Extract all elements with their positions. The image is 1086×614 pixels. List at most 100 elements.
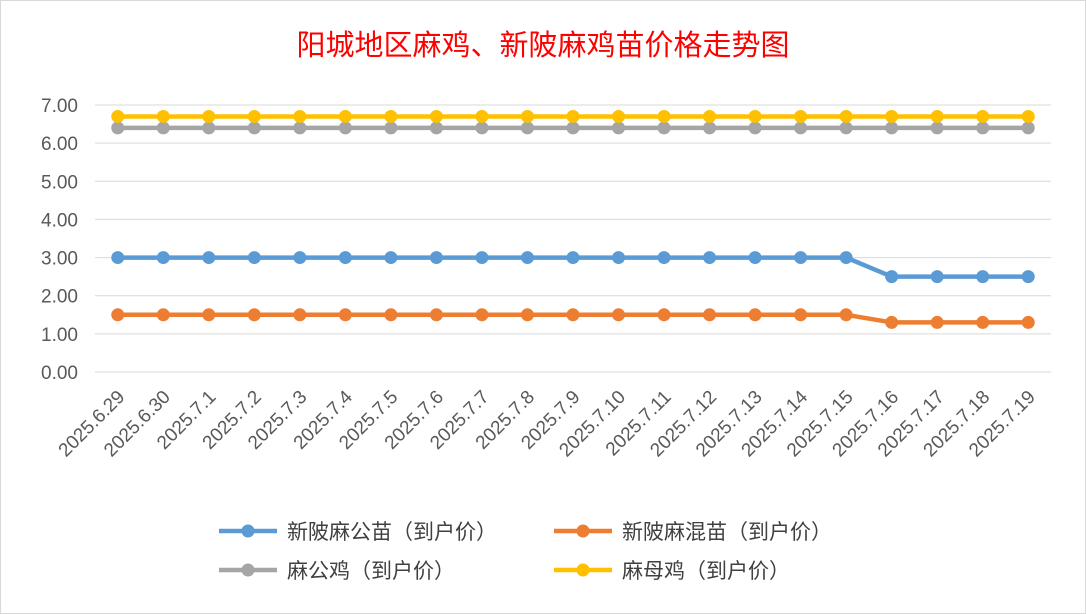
data-point [247, 251, 261, 265]
data-point [930, 109, 944, 123]
data-point [1021, 270, 1035, 284]
data-point [794, 121, 808, 135]
data-point [202, 109, 216, 123]
data-point [612, 121, 626, 135]
data-point [384, 121, 398, 135]
data-point [657, 308, 671, 322]
data-point [885, 315, 899, 329]
data-point [247, 121, 261, 135]
data-point [429, 121, 443, 135]
y-tick-label: 0.00 [41, 363, 78, 384]
data-point [657, 121, 671, 135]
data-point [429, 251, 443, 265]
data-point [612, 109, 626, 123]
data-point [1021, 109, 1035, 123]
data-point [930, 270, 944, 284]
legend-label: 麻公鸡（到户价） [287, 559, 455, 583]
data-point [384, 109, 398, 123]
data-point [839, 121, 853, 135]
data-point [839, 109, 853, 123]
data-point [111, 308, 125, 322]
legend-swatch-marker [241, 524, 255, 538]
data-point [703, 308, 717, 322]
data-point [293, 121, 307, 135]
data-point [475, 308, 489, 322]
data-point [338, 109, 352, 123]
data-point [202, 251, 216, 265]
data-point [794, 251, 808, 265]
data-point [748, 121, 762, 135]
data-point [612, 251, 626, 265]
data-point [520, 251, 534, 265]
data-point [338, 308, 352, 322]
series-1 [111, 308, 1035, 329]
data-point [338, 251, 352, 265]
legend-item: 新陂麻公苗（到户价） [219, 520, 497, 544]
data-point [839, 308, 853, 322]
legend: 新陂麻公苗（到户价） 新陂麻混苗（到户价） 麻公鸡（到户价） 麻母鸡（到户价） [219, 520, 832, 583]
data-point [429, 109, 443, 123]
legend-item: 新陂麻混苗（到户价） [554, 520, 832, 544]
series-2 [111, 121, 1035, 135]
series-layer [111, 109, 1035, 329]
y-tick-label: 6.00 [41, 134, 78, 155]
data-point [520, 121, 534, 135]
data-point [566, 109, 580, 123]
series-3 [111, 109, 1035, 123]
data-point [657, 109, 671, 123]
data-point [748, 251, 762, 265]
grid-layer [95, 104, 1051, 373]
data-point [156, 308, 170, 322]
legend-item: 麻公鸡（到户价） [219, 559, 455, 583]
data-point [247, 308, 261, 322]
data-point [748, 308, 762, 322]
chart-title: 阳城地区麻鸡、新陂麻鸡苗价格走势图 [296, 28, 789, 62]
legend-label: 新陂麻混苗（到户价） [622, 520, 832, 544]
data-point [202, 308, 216, 322]
data-point [202, 121, 216, 135]
data-point [520, 308, 534, 322]
data-point [1021, 121, 1035, 135]
data-point [1021, 315, 1035, 329]
data-point [111, 109, 125, 123]
y-tick-label: 4.00 [41, 210, 78, 231]
data-point [293, 109, 307, 123]
data-point [794, 308, 808, 322]
data-point [566, 121, 580, 135]
data-point [156, 109, 170, 123]
legend-swatch-marker [576, 524, 590, 538]
data-point [748, 109, 762, 123]
data-point [976, 315, 990, 329]
data-point [293, 251, 307, 265]
data-point [794, 109, 808, 123]
legend-item: 麻母鸡（到户价） [554, 559, 790, 583]
data-point [384, 251, 398, 265]
data-point [566, 251, 580, 265]
data-point [703, 251, 717, 265]
data-point [475, 109, 489, 123]
data-point [976, 270, 990, 284]
data-point [338, 121, 352, 135]
data-point [566, 308, 580, 322]
data-point [475, 251, 489, 265]
data-point [703, 109, 717, 123]
data-point [885, 270, 899, 284]
legend-label: 麻母鸡（到户价） [622, 559, 790, 583]
data-point [475, 121, 489, 135]
data-point [657, 251, 671, 265]
data-point [703, 121, 717, 135]
data-point [247, 109, 261, 123]
data-point [930, 315, 944, 329]
data-point [976, 121, 990, 135]
data-point [384, 308, 398, 322]
data-point [976, 109, 990, 123]
data-point [839, 251, 853, 265]
legend-swatch-marker [576, 563, 590, 577]
y-axis-ticks: 0.00 1.00 2.00 3.00 4.00 5.00 6.00 7.00 [41, 96, 78, 384]
y-tick-label: 1.00 [41, 325, 78, 346]
data-point [111, 251, 125, 265]
data-point [156, 251, 170, 265]
x-axis-ticks: 2025.6.292025.6.302025.7.12025.7.22025.7… [55, 386, 1040, 461]
